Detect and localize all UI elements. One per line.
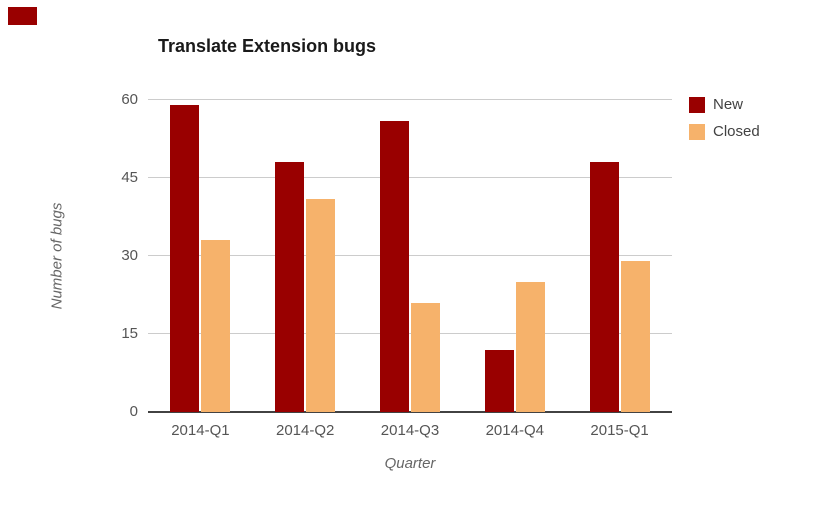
y-tick-label-60: 60 xyxy=(121,91,138,108)
bar-closed-2014-Q3 xyxy=(410,302,440,412)
y-axis: 0 15 30 45 60 xyxy=(0,92,138,420)
bar-new-2014-Q3 xyxy=(379,120,409,412)
x-axis-title: Quarter xyxy=(384,455,436,472)
bar-new-2014-Q2 xyxy=(275,162,305,412)
bar-new-2015-Q1 xyxy=(589,162,619,412)
bar-closed-2014-Q2 xyxy=(306,198,336,412)
legend-label-new: New xyxy=(713,96,744,113)
bar-group-2015-Q1 xyxy=(567,100,672,412)
chart-title: Translate Extension bugs xyxy=(158,36,377,56)
bar-new-2014-Q1 xyxy=(170,105,200,412)
y-tick-label-30: 30 xyxy=(121,247,138,264)
bar-group-2014-Q3 xyxy=(358,100,463,412)
bar-closed-2015-Q1 xyxy=(620,261,650,412)
x-axis-baseline xyxy=(148,411,672,413)
bar-group-2014-Q4 xyxy=(462,100,567,412)
bar-new-2014-Q4 xyxy=(484,349,514,412)
bar-closed-2014-Q4 xyxy=(515,282,545,412)
plot-area xyxy=(148,99,672,413)
x-tick-label-2014-Q4: 2014-Q4 xyxy=(485,422,544,439)
legend-label-closed: Closed xyxy=(713,123,760,140)
x-tick-label-2014-Q1: 2014-Q1 xyxy=(171,422,230,439)
x-tick-label-2014-Q2: 2014-Q2 xyxy=(276,422,335,439)
legend-item-closed: Closed xyxy=(689,123,760,140)
bar-closed-2014-Q1 xyxy=(201,240,231,412)
y-tick-label-0: 0 xyxy=(129,403,138,420)
legend-item-new: New xyxy=(689,96,760,113)
gridline-60 xyxy=(148,99,672,100)
legend-swatch-closed xyxy=(689,123,705,140)
x-tick-label-2015-Q1: 2015-Q1 xyxy=(590,422,649,439)
gridline-15 xyxy=(148,333,672,334)
legend: New Closed xyxy=(689,96,760,150)
x-axis: 2014-Q1 2014-Q2 2014-Q3 2014-Q4 2015-Q1 xyxy=(148,422,672,439)
gridline-30 xyxy=(148,255,672,256)
artifact-mark xyxy=(8,7,37,25)
bar-group-2014-Q1 xyxy=(148,100,253,412)
y-tick-label-45: 45 xyxy=(121,169,138,186)
gridline-45 xyxy=(148,177,672,178)
bar-group-2014-Q2 xyxy=(253,100,358,412)
legend-swatch-new xyxy=(689,96,705,113)
y-tick-label-15: 15 xyxy=(121,325,138,342)
x-tick-label-2014-Q3: 2014-Q3 xyxy=(380,422,440,439)
